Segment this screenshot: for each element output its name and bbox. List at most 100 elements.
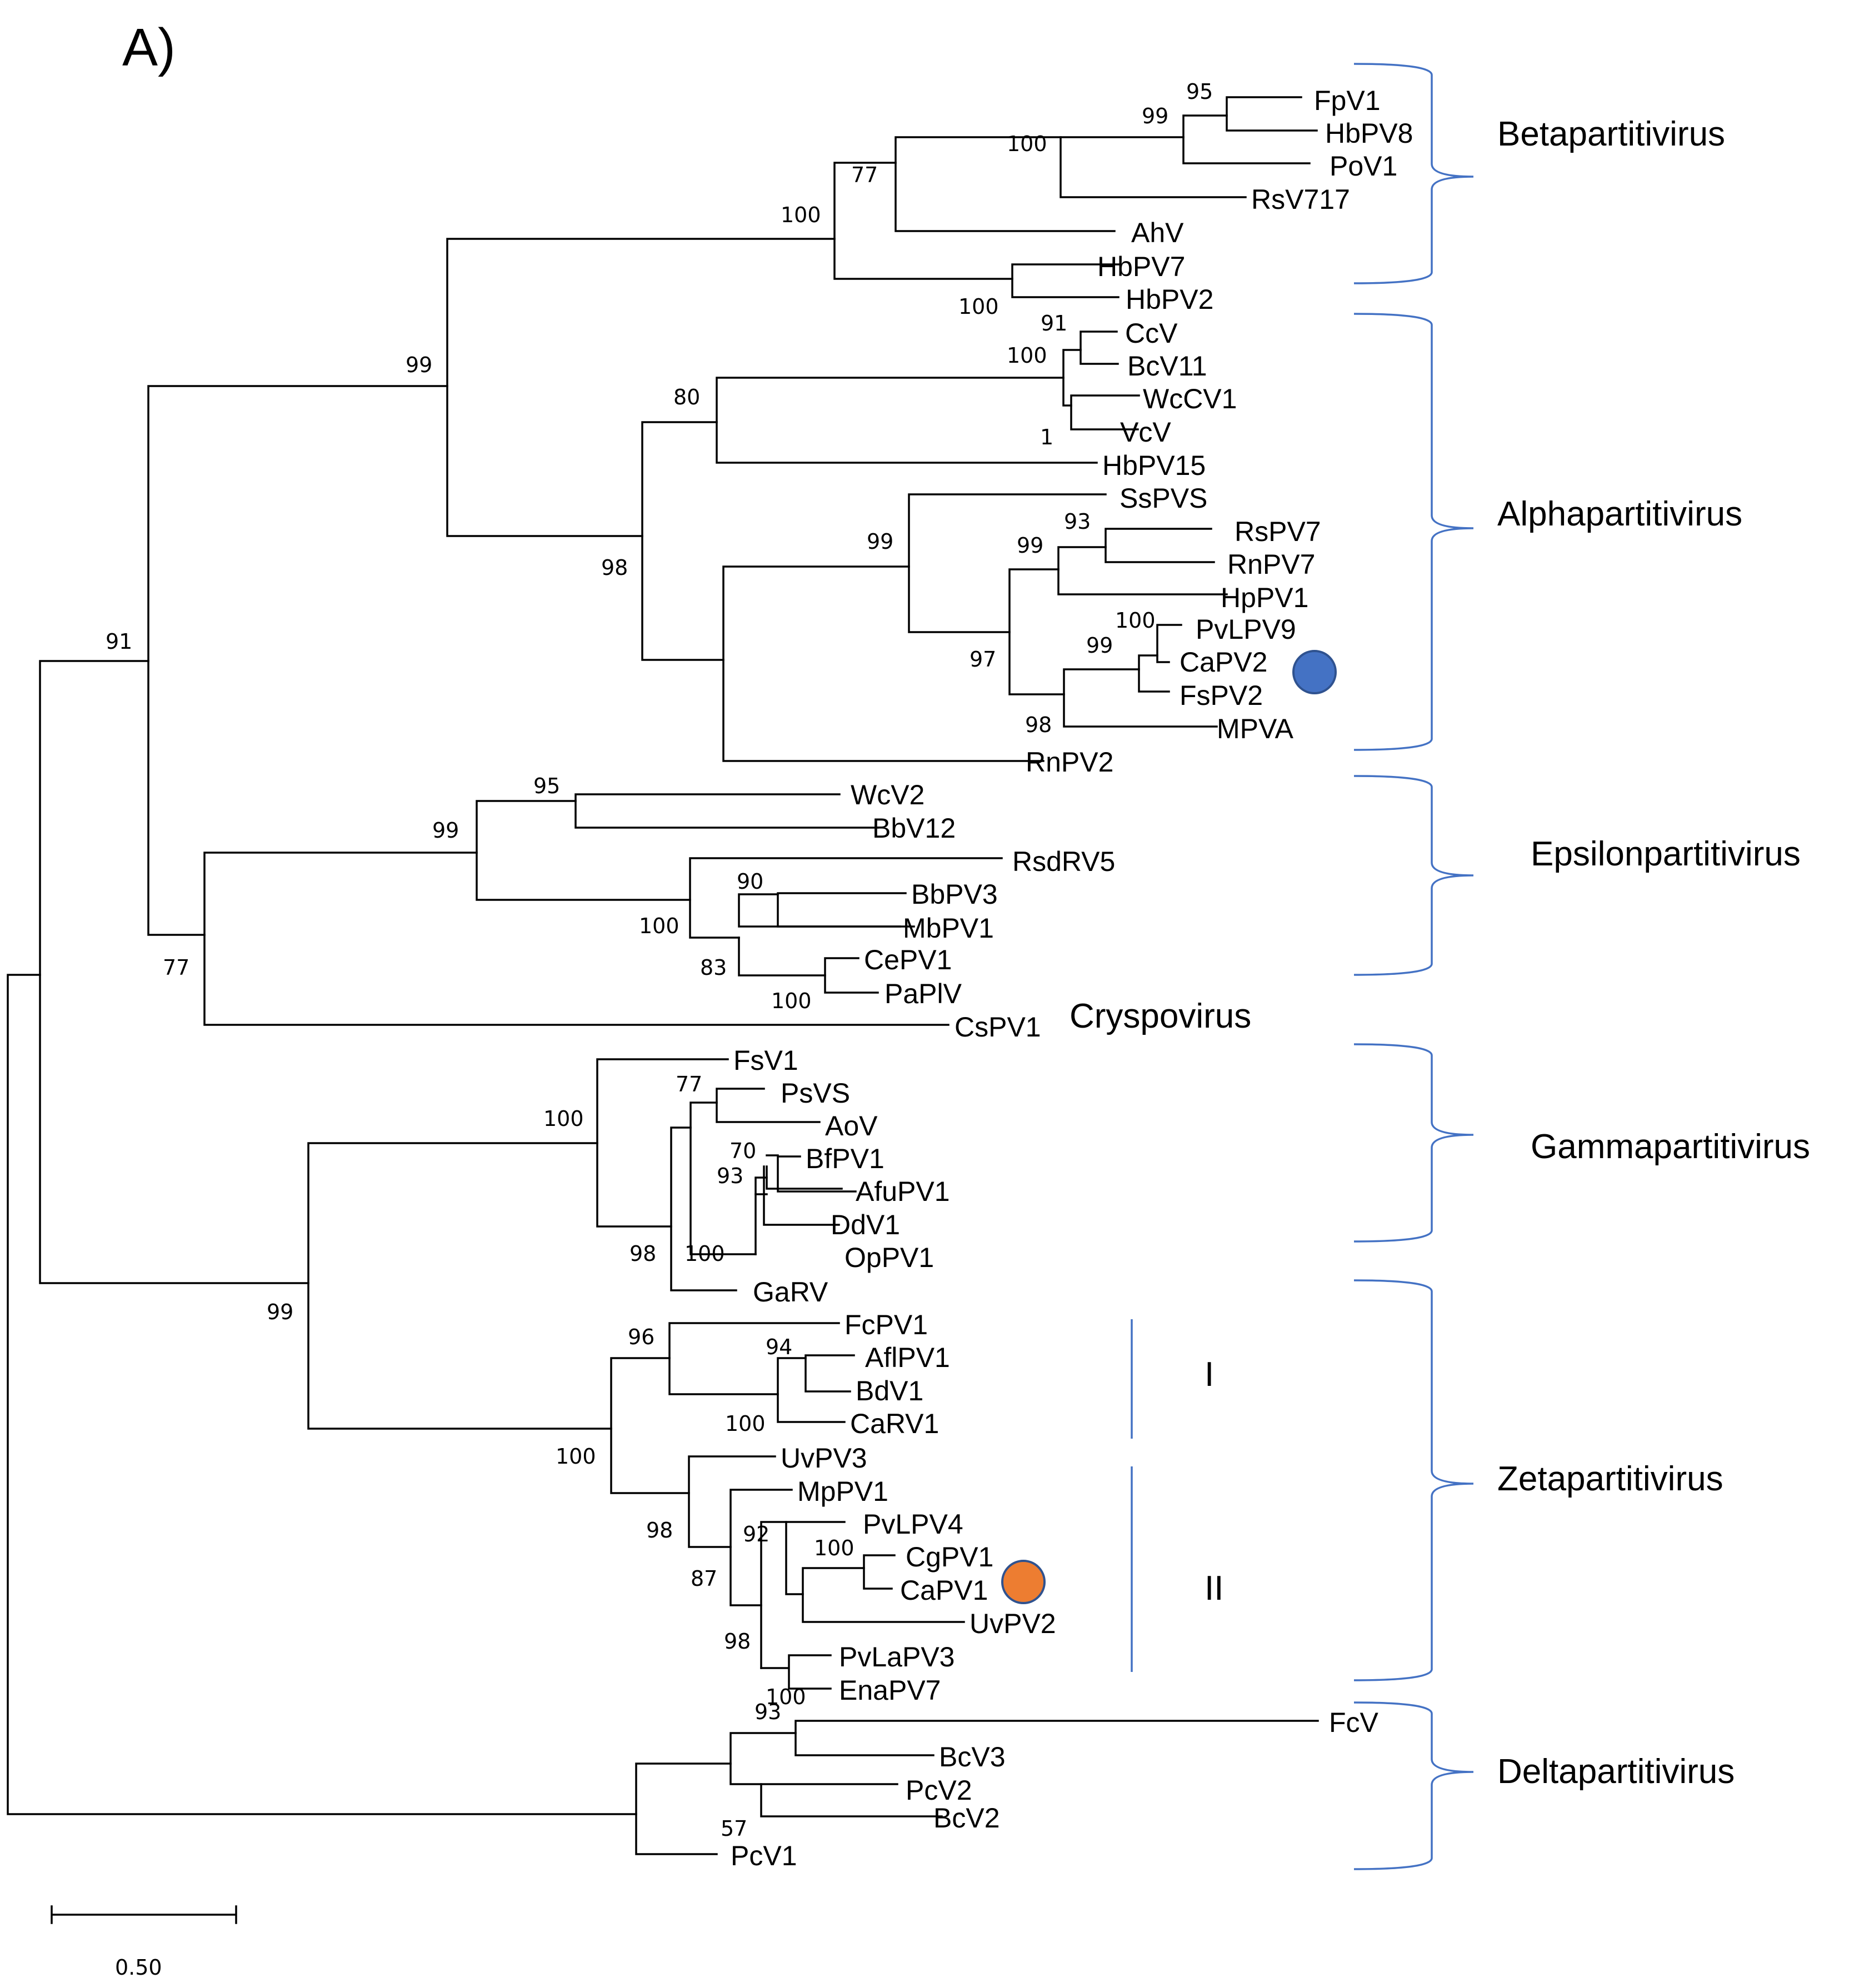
support-value: 77: [163, 955, 189, 980]
taxon-labels: FpV1 HbPV8 PoV1 RsV717 AhV HbPV7 HbPV2 C…: [731, 85, 1413, 1871]
support-value: 70: [729, 1139, 756, 1163]
support-value: 99: [406, 353, 432, 377]
support-value: 99: [267, 1300, 293, 1324]
genus-brackets: [1131, 63, 1474, 1870]
taxon-label: EnaPV7: [839, 1675, 941, 1706]
support-value: 100: [958, 294, 999, 319]
taxon-label: MbPV1: [903, 913, 994, 944]
branch: [1138, 654, 1170, 693]
support-value: 98: [629, 1241, 656, 1266]
support-value: 95: [1186, 79, 1213, 104]
support-value: 77: [851, 163, 878, 187]
taxon-label: VcV: [1120, 417, 1171, 448]
support-value: 99: [432, 818, 459, 843]
taxon-label: RsV717: [1251, 184, 1350, 215]
branch: [804, 1354, 855, 1393]
branch: [574, 793, 879, 829]
taxon-label: FpV1: [1314, 85, 1381, 116]
taxon-label: AfuPV1: [856, 1176, 950, 1207]
branch: [610, 1357, 690, 1494]
taxon-label: PoV1: [1330, 151, 1397, 182]
support-value: 91: [106, 629, 132, 654]
branch: [766, 1154, 857, 1193]
support-value: 100: [771, 989, 812, 1013]
branch: [446, 238, 836, 537]
genus-label-epsilonpartitivirus: Epsilonpartitivirus: [1531, 835, 1801, 873]
taxon-label: RnPV2: [1026, 747, 1113, 778]
taxon-label: CaRV1: [850, 1408, 939, 1439]
taxon-label: CaPV1: [900, 1575, 988, 1606]
taxon-label: PvLaPV3: [839, 1641, 955, 1672]
branch: [1008, 568, 1065, 695]
support-value: 57: [721, 1816, 747, 1841]
genus-label-deltapartitivirus: Deltapartitivirus: [1497, 1752, 1735, 1791]
brace-deltapartitivirus: [1353, 1701, 1474, 1870]
branch: [1105, 528, 1215, 563]
branch: [1182, 114, 1311, 164]
taxon-label: GaRV: [753, 1276, 828, 1308]
taxon-label: BbV12: [872, 813, 956, 844]
branch: [908, 493, 1107, 633]
taxon-label: CaPV2: [1180, 647, 1267, 678]
taxon-label: RsPV7: [1235, 516, 1321, 547]
branch: [1080, 331, 1119, 365]
branch: [763, 1165, 843, 1226]
support-value: 100: [781, 203, 821, 227]
branch: [635, 1762, 732, 1855]
branch: [760, 1654, 832, 1690]
taxon-label: BbPV3: [911, 879, 998, 910]
branch: [716, 1088, 821, 1123]
taxon-label: MpPV1: [797, 1476, 888, 1507]
taxon-label: MPVA: [1217, 713, 1294, 744]
support-value: 92: [743, 1522, 769, 1546]
scale-bar-label: 0.50: [115, 1955, 162, 1980]
support-value: 94: [766, 1335, 792, 1359]
branch: [203, 852, 950, 1026]
taxon-label: AflPV1: [865, 1342, 950, 1373]
blue-marker-dot: [1292, 650, 1337, 694]
branch: [1062, 349, 1082, 407]
support-value: 95: [533, 774, 560, 798]
genus-label-zetapartitivirus: Zetapartitivirus: [1497, 1460, 1723, 1498]
branch: [729, 1732, 797, 1785]
taxon-label: OpPV1: [844, 1242, 934, 1273]
branch: [760, 1783, 943, 1817]
support-value: 91: [1041, 311, 1067, 335]
branch: [641, 421, 724, 661]
taxon-label: PsVS: [781, 1078, 850, 1109]
scale-bar: [51, 1905, 237, 1924]
genus-label-gammapartitivirus: Gammapartitivirus: [1531, 1128, 1810, 1166]
branch: [596, 1058, 729, 1228]
branch: [1226, 96, 1318, 132]
support-value: 93: [754, 1700, 781, 1724]
brace-alphapartitivirus: [1353, 313, 1474, 751]
taxon-label: PvLPV9: [1196, 614, 1296, 645]
taxon-label: CcV: [1125, 318, 1178, 349]
taxon-label: BcV2: [933, 1802, 1000, 1834]
support-value: 100: [1115, 608, 1156, 633]
taxon-label: CgPV1: [906, 1541, 993, 1573]
support-value: 100: [543, 1106, 584, 1131]
branch: [894, 136, 1116, 232]
taxon-label: PaPlV: [884, 978, 962, 1009]
branch: [760, 1521, 787, 1669]
branch: [833, 162, 1013, 280]
genus-label-alphapartitivirus: Alphapartitivirus: [1497, 495, 1742, 533]
taxon-label: FcV: [1329, 1707, 1379, 1738]
taxon-label: CsPV1: [955, 1011, 1041, 1043]
branch: [689, 1101, 757, 1255]
branch: [716, 377, 1098, 464]
branch: [777, 1357, 846, 1423]
support-value: 83: [700, 955, 727, 980]
taxon-label: HbPV15: [1102, 450, 1206, 481]
genus-label-betapartitivirus: Betapartitivirus: [1497, 115, 1725, 153]
branch: [307, 1142, 612, 1430]
support-values: 95 99 100 77 100 100 99 91 100 1 80 99 9…: [106, 79, 1213, 1841]
taxon-label: PcV1: [731, 1840, 797, 1871]
support-value: 98: [1025, 713, 1052, 737]
branch: [689, 857, 1003, 939]
branch: [1156, 624, 1182, 663]
brace-zetapartitivirus: [1353, 1279, 1474, 1681]
taxon-label: HbPV8: [1325, 118, 1413, 149]
